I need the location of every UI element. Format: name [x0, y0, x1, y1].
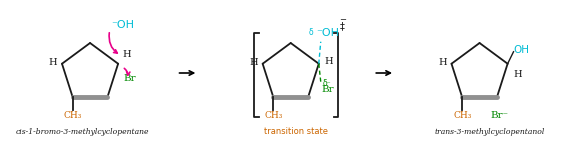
Text: Br: Br	[123, 74, 136, 83]
Text: δ: δ	[308, 28, 313, 37]
Text: Br⁻: Br⁻	[490, 111, 509, 120]
Text: cis-1-bromo-3-methylcyclopentane: cis-1-bromo-3-methylcyclopentane	[15, 128, 149, 136]
Text: Br: Br	[321, 85, 335, 94]
Text: CH₃: CH₃	[64, 111, 82, 120]
Text: H: H	[438, 58, 446, 67]
Text: H: H	[122, 50, 131, 59]
Text: ‡: ‡	[339, 21, 344, 31]
Text: transition state: transition state	[264, 127, 328, 136]
Text: H: H	[249, 58, 258, 67]
Text: δ⁻: δ⁻	[323, 79, 331, 88]
Text: H: H	[49, 58, 57, 67]
Text: CH₃: CH₃	[453, 111, 472, 120]
Text: H: H	[513, 70, 522, 79]
Text: −: −	[339, 15, 347, 24]
Text: ⁻OH: ⁻OH	[112, 20, 135, 30]
Text: trans-3-methylcyclopentanol: trans-3-methylcyclopentanol	[434, 128, 544, 136]
Text: CH₃: CH₃	[264, 111, 282, 120]
Text: OH: OH	[513, 45, 529, 55]
Text: H: H	[325, 57, 333, 66]
Text: ⁻OH: ⁻OH	[316, 28, 339, 38]
